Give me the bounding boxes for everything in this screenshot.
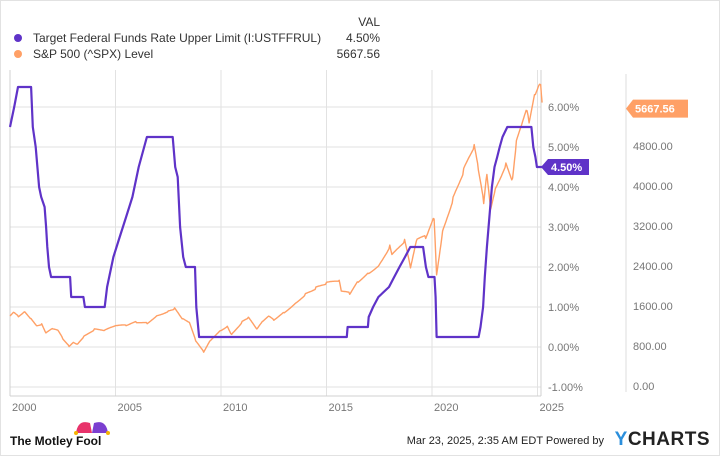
ycharts-text: CHARTS bbox=[627, 429, 710, 450]
x-axis-tick-label: 2005 bbox=[118, 402, 142, 414]
left-axis-tick-label: 2.00% bbox=[548, 262, 579, 274]
right-axis-tick-label: 0.00 bbox=[633, 381, 654, 393]
legend-item-name: S&P 500 (^SPX) Level bbox=[33, 47, 154, 61]
left-axis-tick-label: 6.00% bbox=[548, 102, 579, 114]
right-axis-tick-label: 3200.00 bbox=[633, 221, 673, 233]
legend-item-fed-funds[interactable]: Target Federal Funds Rate Upper Limit (I… bbox=[14, 30, 380, 46]
jester-hat-icon bbox=[74, 422, 110, 435]
legend-item-name: Target Federal Funds Rate Upper Limit (I… bbox=[33, 31, 322, 45]
legend-value-header: VAL bbox=[358, 15, 380, 29]
left-axis-tick-label: 3.00% bbox=[548, 222, 579, 234]
motley-fool-logo: The Motley Fool bbox=[10, 422, 110, 448]
left-axis-tick-label: 0.00% bbox=[548, 342, 579, 354]
ycharts-logo[interactable]: YCHARTS bbox=[615, 429, 710, 451]
right-axis-tick-label: 1600.00 bbox=[633, 301, 673, 313]
motley-fool-brand: The Motley Fool bbox=[10, 434, 102, 448]
sp500-line bbox=[9, 83, 543, 353]
x-axis-tick-label: 2000 bbox=[12, 402, 36, 414]
legend-item-value: 5667.56 bbox=[336, 47, 380, 61]
ycharts-y: Y bbox=[614, 429, 628, 450]
x-axis-tick-label: 2015 bbox=[329, 402, 353, 414]
x-axis-tick-label: 2020 bbox=[434, 402, 458, 414]
right-axis-tick-label: 800.00 bbox=[633, 341, 667, 353]
powered-by: Powered by bbox=[545, 435, 604, 447]
sp500-last-value-label: 5667.56 bbox=[635, 104, 675, 116]
fed-funds-dot-icon bbox=[14, 34, 22, 42]
legend: VAL Target Federal Funds Rate Upper Limi… bbox=[14, 14, 380, 62]
footer-timestamp: Mar 23, 2025, 2:35 AM EDT Powered by bbox=[407, 435, 604, 447]
left-axis-tick-label: 5.00% bbox=[548, 142, 579, 154]
right-axis-tick-label: 4000.00 bbox=[633, 181, 673, 193]
sp500-dot-icon bbox=[14, 50, 22, 58]
left-axis-tick-label: 1.00% bbox=[548, 302, 579, 314]
fed-funds-last-value-label: 4.50% bbox=[551, 162, 582, 174]
left-axis-tick-label: 4.00% bbox=[548, 182, 579, 194]
x-axis-tick-label: 2010 bbox=[223, 402, 247, 414]
legend-item-value: 4.50% bbox=[345, 31, 380, 45]
fed-funds-line bbox=[8, 85, 543, 339]
fed-funds-last-value-tag bbox=[541, 159, 589, 175]
legend-item-sp500[interactable]: S&P 500 (^SPX) Level 5667.56 bbox=[14, 46, 380, 62]
timestamp: Mar 23, 2025, 2:35 AM EDT bbox=[406, 435, 543, 447]
x-axis-tick-label: 2025 bbox=[540, 402, 564, 414]
sp500-last-value-tag bbox=[626, 99, 688, 118]
right-axis-tick-label: 4800.00 bbox=[633, 141, 673, 153]
left-axis-tick-label: -1.00% bbox=[548, 382, 583, 394]
right-axis-tick-label: 2400.00 bbox=[633, 261, 673, 273]
